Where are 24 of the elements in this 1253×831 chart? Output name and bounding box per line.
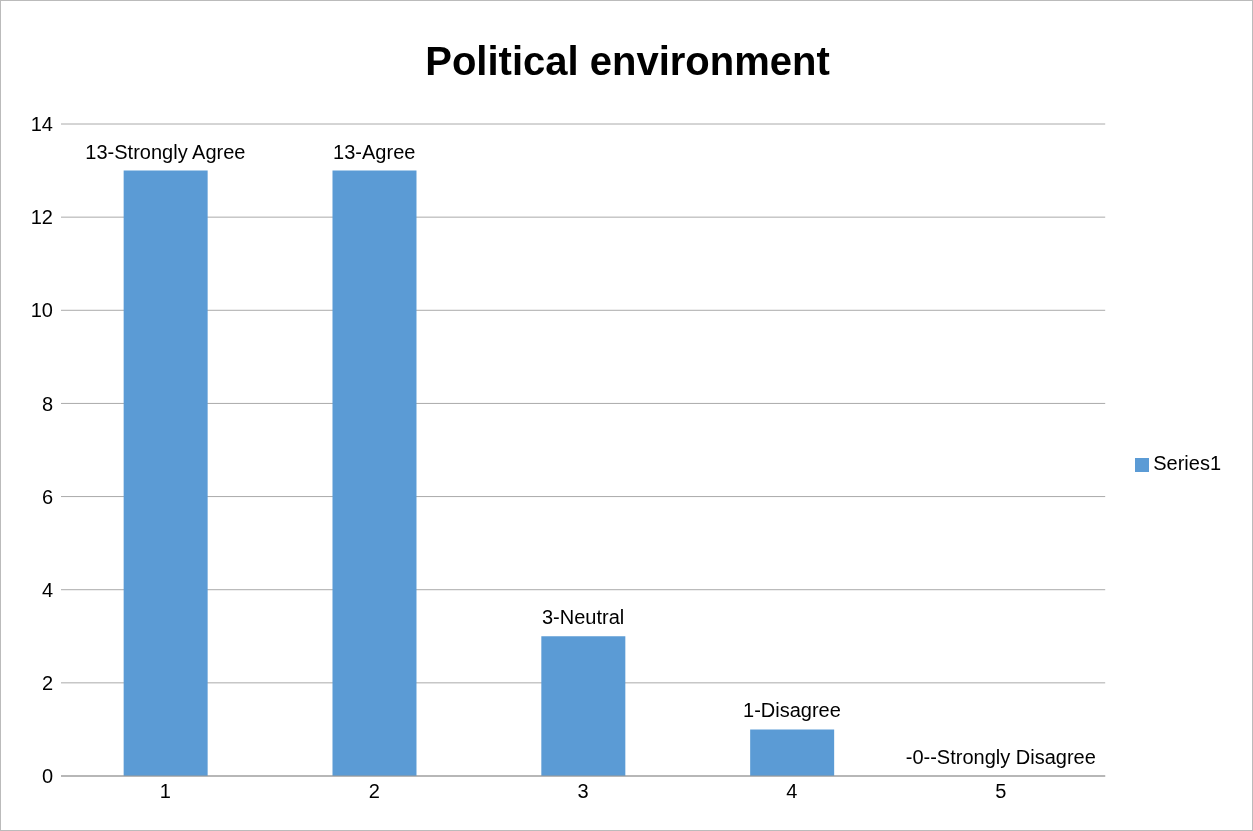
legend-label: Series1 xyxy=(1153,452,1221,474)
y-tick-label: 2 xyxy=(41,671,53,694)
annotation: 3-Neutral xyxy=(541,606,625,629)
bar xyxy=(541,636,626,776)
x-tick-label: 3 xyxy=(577,780,589,803)
y-tick-label: 4 xyxy=(41,578,53,601)
y-tick-label: 6 xyxy=(41,485,53,508)
y-tick-label: 14 xyxy=(30,113,53,136)
y-tick-label: 8 xyxy=(41,392,53,415)
x-tick-label: 5 xyxy=(995,780,1007,803)
y-tick-label: 12 xyxy=(30,206,53,229)
x-tick-label: 4 xyxy=(786,780,798,803)
annotation: 13-Strongly Agree xyxy=(85,140,246,163)
y-tick-label: 10 xyxy=(30,299,53,322)
bar xyxy=(750,729,835,776)
x-tick-label: 2 xyxy=(368,780,380,803)
x-tick-label: 1 xyxy=(159,780,171,803)
bar xyxy=(332,170,417,776)
annotation: -0--Strongly Disagree xyxy=(905,746,1096,768)
chart-title: Political environment xyxy=(424,39,831,84)
annotation: 1-Disagree xyxy=(743,699,841,722)
bar xyxy=(123,170,208,776)
annotation: 13-Agree xyxy=(333,140,416,163)
y-tick-label: 0 xyxy=(41,765,53,788)
